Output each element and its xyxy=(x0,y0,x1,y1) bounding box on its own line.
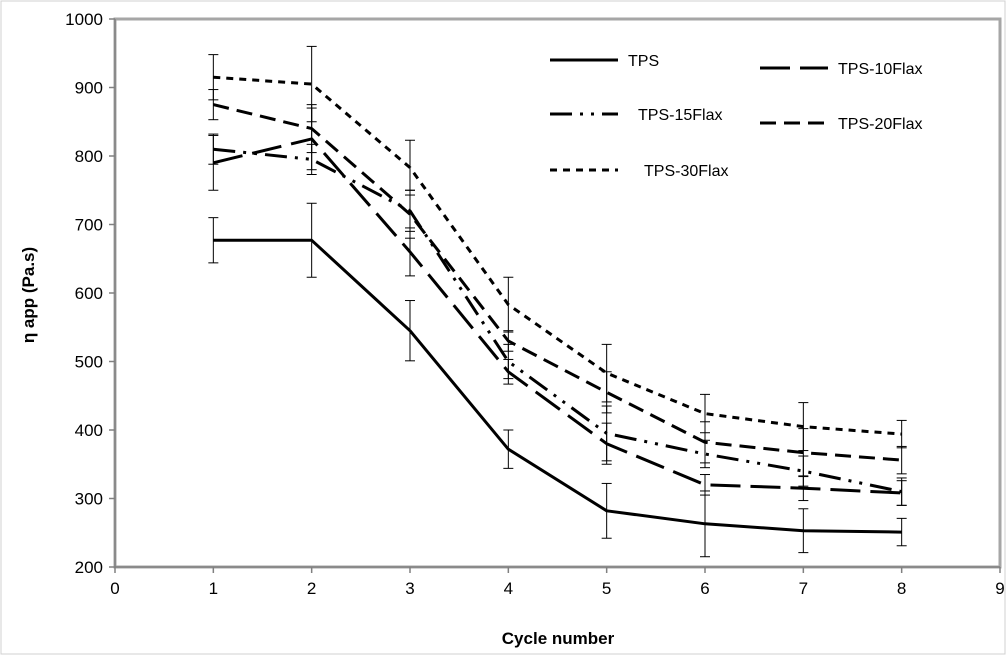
legend-label: TPS-30Flax xyxy=(644,163,728,180)
y-tick-label: 400 xyxy=(75,421,103,440)
y-tick-label: 800 xyxy=(75,147,103,166)
legend: TPS TPS-10Flax TPS-15Flax TPS-20Flax TPS-30F… xyxy=(550,53,922,180)
series-line xyxy=(213,147,903,494)
x-tick-label: 4 xyxy=(504,579,513,598)
y-tick-label: 500 xyxy=(75,353,103,372)
series-line xyxy=(212,103,902,462)
x-tick-label: 8 xyxy=(897,579,906,598)
x-tick-label: 0 xyxy=(110,579,119,598)
x-axis-title: Cycle number xyxy=(502,629,615,648)
y-tick-label: 1000 xyxy=(65,10,103,29)
x-tick-label: 2 xyxy=(307,579,316,598)
y-tick-label: 900 xyxy=(75,79,103,98)
series-line xyxy=(213,75,902,436)
legend-label: TPS-15Flax xyxy=(638,107,722,124)
x-tick-label: 9 xyxy=(995,579,1004,598)
x-tick-label: 1 xyxy=(209,579,218,598)
x-tick-label: 7 xyxy=(799,579,808,598)
series-line xyxy=(212,137,902,495)
series-tps xyxy=(208,202,907,558)
y-tick-label: 200 xyxy=(75,558,103,577)
x-tick-label: 5 xyxy=(602,579,611,598)
legend-label: TPS xyxy=(628,53,659,70)
y-axis-title: η app (Pa.s) xyxy=(19,247,38,343)
legend-label: TPS-20Flax xyxy=(838,116,922,133)
y-tick-label: 600 xyxy=(75,284,103,303)
series-line xyxy=(213,238,902,534)
x-tick-label: 6 xyxy=(700,579,709,598)
y-tick-label: 700 xyxy=(75,216,103,235)
series-tps-30flax xyxy=(208,45,907,452)
x-tick-label: 3 xyxy=(405,579,414,598)
legend-label: TPS-10Flax xyxy=(838,61,922,78)
y-tick-label: 300 xyxy=(75,490,103,509)
